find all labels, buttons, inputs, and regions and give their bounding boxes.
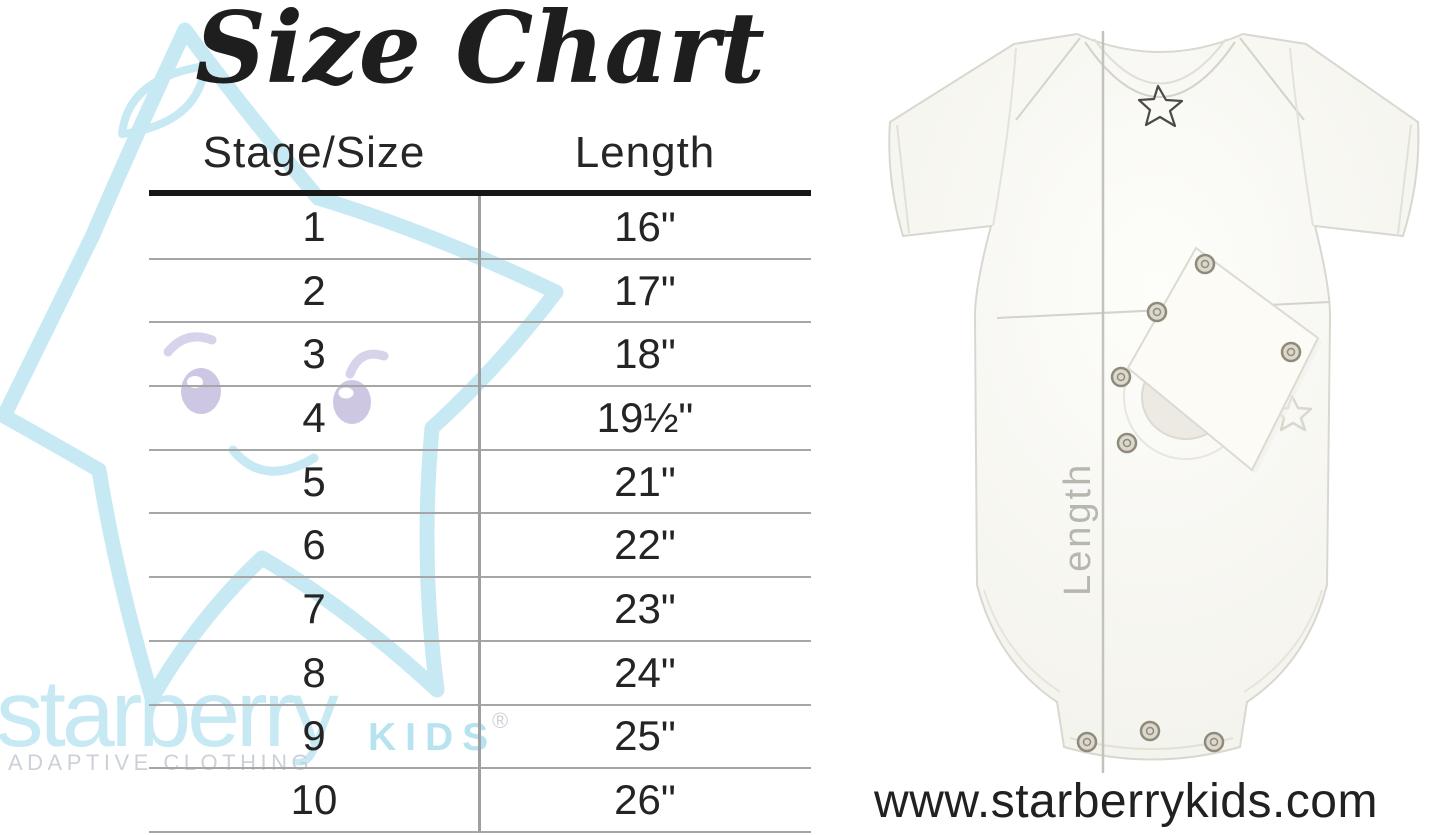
leaf-icon (118, 62, 209, 138)
right-sleeve-hem (1397, 124, 1412, 235)
stage-cell: 4 (302, 393, 326, 441)
snap-button-icon (1139, 720, 1161, 742)
snap-button-icon (1203, 731, 1225, 753)
snap-button-icon (1146, 301, 1168, 323)
length-cell: 22" (614, 521, 676, 569)
column-header-length: Length (574, 128, 716, 177)
length-measure-label: Length (1057, 462, 1099, 596)
stage-cell: 7 (302, 584, 326, 632)
table-header-rule (149, 190, 811, 196)
length-cell: 25" (614, 712, 676, 760)
length-cell: 23" (614, 584, 676, 632)
left-leg-hem (983, 589, 1061, 693)
length-cell: 19½" (596, 393, 694, 441)
stage-cell: 10 (290, 776, 338, 824)
watermark-brand-text: starberry (0, 661, 339, 767)
right-leg-hem (1243, 589, 1323, 693)
length-cell: 21" (614, 457, 676, 505)
stage-cell: 8 (302, 648, 326, 696)
snap-button-icon (1110, 366, 1132, 388)
right-eye-highlight (338, 387, 354, 399)
length-cell: 17" (614, 266, 676, 314)
star-face (163, 332, 389, 424)
stage-cell: 6 (302, 521, 326, 569)
flap-snaps (1146, 253, 1302, 363)
length-cell: 18" (614, 330, 676, 378)
page-title: Size Chart (195, 0, 765, 106)
right-armhole-seam (1289, 47, 1314, 227)
website-url: www.starberrykids.com (874, 775, 1378, 828)
stage-cell: 3 (302, 330, 326, 378)
smile-mouth (228, 445, 319, 476)
stage-cell: 9 (302, 712, 326, 760)
right-eyebrow (345, 349, 389, 379)
column-header-stage-size: Stage/Size (202, 128, 426, 177)
length-cell: 24" (614, 648, 676, 696)
snap-button-icon (1116, 432, 1138, 454)
registered-trademark-icon: ® (492, 708, 509, 733)
watermark-tagline: ADAPTIVE CLOTHING (8, 750, 314, 775)
stage-cell: 1 (302, 202, 326, 250)
left-shoulder-fold (1015, 37, 1081, 121)
neckband-inner-seam (1093, 38, 1227, 85)
length-cell: 26" (614, 776, 676, 824)
snap-button-icon (1280, 341, 1302, 363)
crotch-snaps (1076, 720, 1225, 753)
snap-button-icon (1076, 731, 1098, 753)
table-column-divider (478, 196, 481, 833)
left-eyebrow (163, 332, 217, 357)
stage-cell: 5 (302, 457, 326, 505)
tube-access-flap (1126, 246, 1320, 472)
length-cell: 16" (614, 202, 676, 250)
left-armhole-seam (992, 47, 1017, 227)
snap-button-icon (1194, 253, 1216, 275)
star-logo-icon (1137, 84, 1184, 128)
right-shoulder-fold (1239, 37, 1305, 121)
left-sleeve-hem (896, 124, 910, 234)
stage-cell: 2 (302, 266, 326, 314)
left-eye-highlight (187, 376, 203, 388)
star-outline (0, 22, 564, 706)
watermark-brand-suffix: KIDS (368, 716, 498, 759)
